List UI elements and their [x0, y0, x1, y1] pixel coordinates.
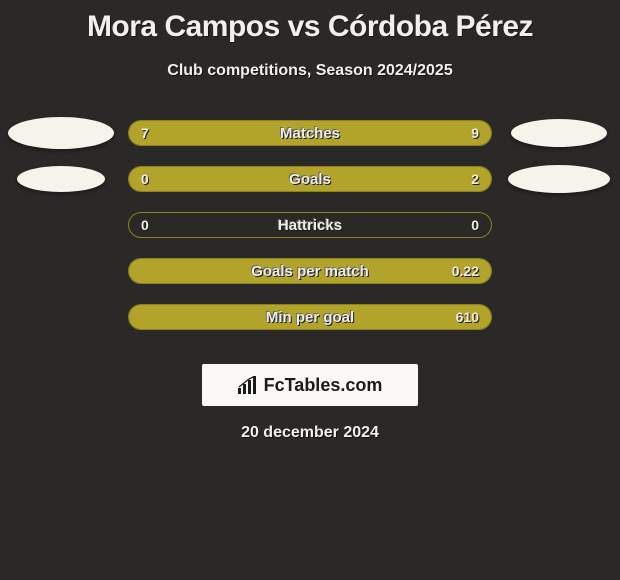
comparison-row: 02Goals: [6, 156, 614, 202]
right-avatar-slot: [504, 119, 614, 147]
date-line: 20 december 2024: [0, 424, 620, 442]
stat-bar: 79Matches: [128, 120, 492, 146]
bar-fill-right: [281, 121, 491, 145]
player-avatar-placeholder: [8, 117, 114, 149]
stat-bar: 0.22Goals per match: [128, 258, 492, 284]
left-avatar-slot: [6, 166, 116, 192]
bar-fill-right: [129, 259, 491, 283]
comparison-row: 0.22Goals per match: [6, 248, 614, 294]
player-avatar-placeholder: [511, 119, 607, 147]
player-avatar-placeholder: [17, 166, 105, 192]
left-avatar-slot: [6, 117, 116, 149]
page-title: Mora Campos vs Córdoba Pérez: [0, 0, 620, 44]
subtitle: Club competitions, Season 2024/2025: [0, 62, 620, 80]
stat-bar: 610Min per goal: [128, 304, 492, 330]
comparison-row: 610Min per goal: [6, 294, 614, 340]
bar-fill-right: [158, 167, 491, 191]
logo-text: FcTables.com: [264, 375, 383, 396]
stat-bar: 02Goals: [128, 166, 492, 192]
bar-fill-right: [129, 305, 491, 329]
bar-fill-left: [129, 121, 281, 145]
comparison-chart: 79Matches 02Goals 0 0Hattricks 0.22Goals per…: [0, 110, 620, 340]
stat-label: Hattricks: [129, 213, 491, 237]
right-avatar-slot: [504, 165, 614, 193]
fctables-logo[interactable]: FcTables.com: [202, 364, 418, 406]
comparison-row: 79Matches: [6, 110, 614, 156]
stat-value-right: 0: [471, 213, 479, 237]
bar-fill-left: [129, 167, 158, 191]
comparison-row: 0 0Hattricks: [6, 202, 614, 248]
stat-bar: 0 0Hattricks: [128, 212, 492, 238]
stat-value-left: 0: [141, 213, 149, 237]
bar-chart-icon: [238, 376, 260, 394]
player-avatar-placeholder: [508, 165, 610, 193]
